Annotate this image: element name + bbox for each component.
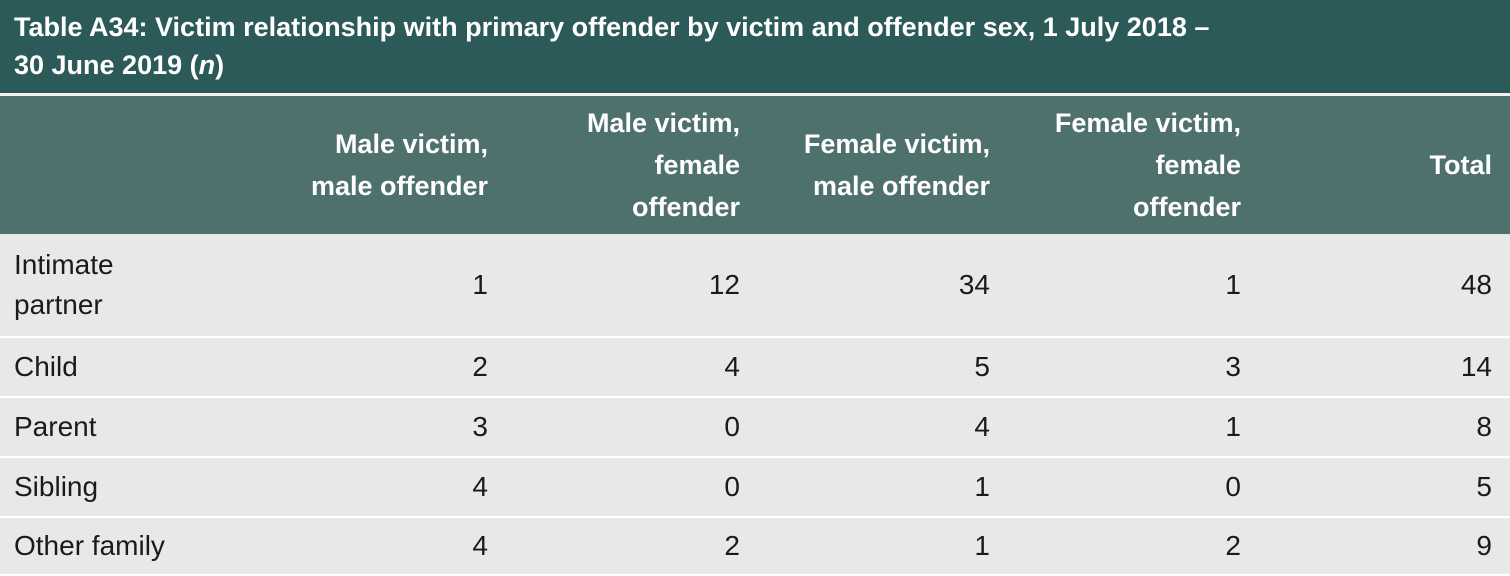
table-row: Other family 4 2 1 2 9 (0, 518, 1510, 576)
row-label: Child (14, 351, 78, 382)
table-title-close: ) (215, 50, 225, 80)
table-cell: 4 (472, 471, 488, 502)
title-divider (0, 93, 1510, 96)
row-label: Other family (14, 530, 165, 561)
column-header-female-victim-male-offender: Female victim, male offender (803, 129, 990, 201)
column-header-male-victim-male-offender: Male victim, male offender (310, 129, 488, 201)
table-cell: 0 (724, 411, 740, 442)
table-cell: 2 (724, 530, 740, 561)
table-cell: 3 (1225, 351, 1241, 382)
table-cell: 34 (958, 269, 990, 300)
column-header-female-victim-female-offender: Female victim, female offender (1054, 108, 1241, 222)
table-cell: 1 (1225, 269, 1241, 300)
table-cell: 48 (1460, 269, 1492, 300)
table-cell: 1 (974, 471, 990, 502)
table-row: Sibling 4 0 1 0 5 (0, 458, 1510, 518)
column-header-male-victim-female-offender: Male victim, female offender (586, 108, 740, 222)
table-cell: 1 (974, 530, 990, 561)
table-cell: 0 (724, 471, 740, 502)
table-cell: 2 (472, 351, 488, 382)
table-cell: 1 (472, 269, 488, 300)
row-label: Parent (14, 411, 97, 442)
table-cell: 4 (974, 411, 990, 442)
table-title-line-1: Table A34: Victim relationship with prim… (14, 12, 1210, 42)
table-row: Child 2 4 5 3 14 (0, 338, 1510, 398)
table-cell: 9 (1476, 530, 1492, 561)
table-title-line-2: 30 June 2019 (n) (14, 46, 1496, 84)
table-row: Intimate partner 1 12 34 1 48 (0, 234, 1510, 338)
table-cell: 12 (708, 269, 740, 300)
table-cell: 1 (1225, 411, 1241, 442)
table-cell: 14 (1460, 351, 1492, 382)
table-cell: 3 (472, 411, 488, 442)
table-title-date: 30 June 2019 ( (14, 50, 199, 80)
table-cell: 5 (1476, 471, 1492, 502)
table-cell: 8 (1476, 411, 1492, 442)
table-title-n: n (198, 50, 216, 80)
table-row: Parent 3 0 4 1 8 (0, 398, 1510, 458)
table-header-row: Male victim, male offender Male victim, … (0, 96, 1510, 234)
row-label: Intimate partner (14, 249, 114, 320)
column-header-total: Total (1429, 150, 1493, 180)
row-label: Sibling (14, 471, 99, 502)
table-cell: 4 (724, 351, 740, 382)
table-title: Table A34: Victim relationship with prim… (0, 0, 1510, 93)
table-cell: 2 (1225, 530, 1241, 561)
table-cell: 0 (1225, 471, 1241, 502)
table-cell: 5 (974, 351, 990, 382)
table-body: Intimate partner 1 12 34 1 48 Child 2 4 … (0, 234, 1510, 576)
table-cell: 4 (472, 530, 488, 561)
